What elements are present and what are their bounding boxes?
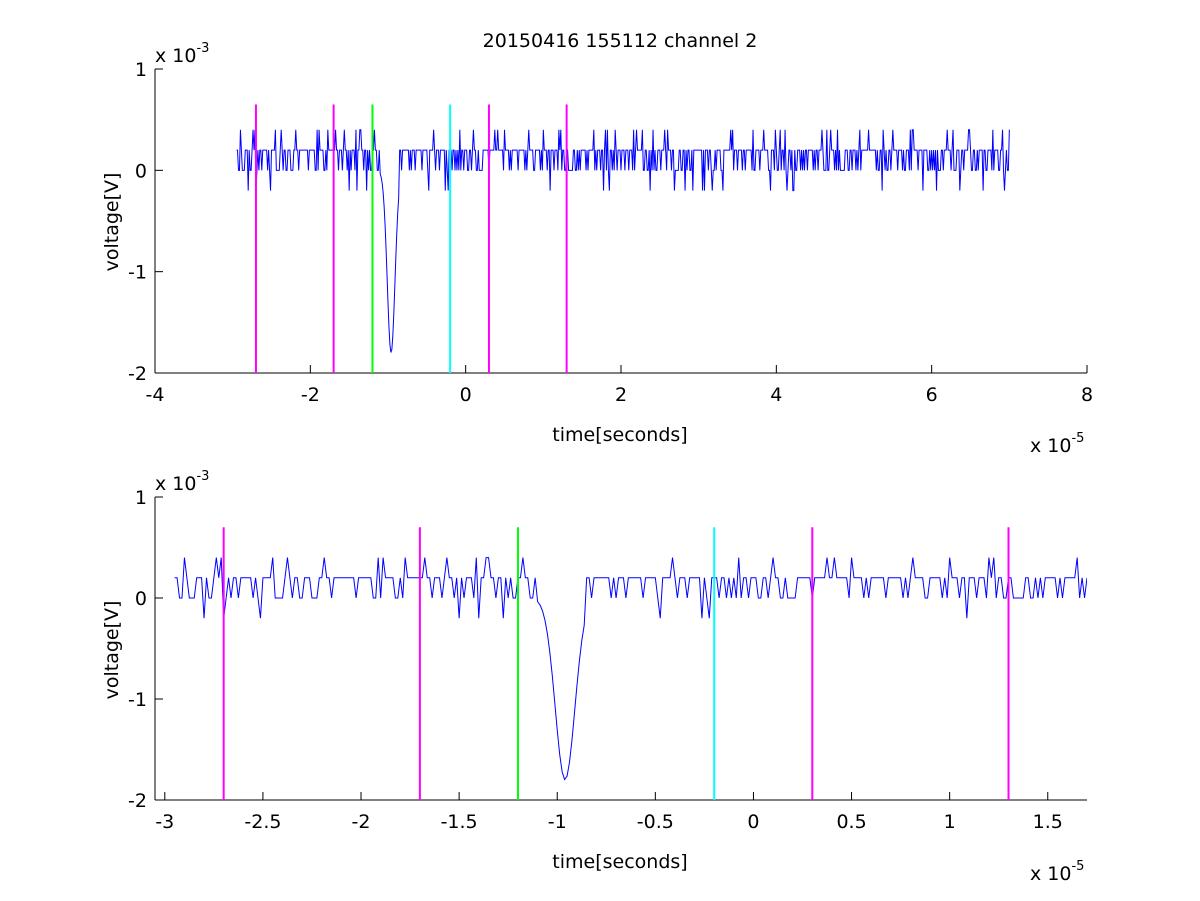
- top-x-multiplier-base: x 10: [1030, 435, 1071, 457]
- signal-series-line: [236, 129, 1010, 353]
- bottom-plot-area: -2 -1 0 1 -3 -2.5 -2 -1.5 -1 -0.5 0 0.5 1 1.5: [128, 487, 1087, 833]
- x-tick-label: -0.5: [637, 811, 674, 833]
- plot-content: [236, 104, 1010, 373]
- x-tick-label: -2: [301, 384, 320, 406]
- y-tick-label: -2: [128, 363, 147, 385]
- figure-title: 20150416 155112 channel 2: [483, 30, 758, 52]
- top-y-multiplier-base: x 10: [155, 45, 196, 67]
- bottom-y-multiplier-exponent: -3: [196, 469, 209, 484]
- x-tick-label: 0: [460, 384, 472, 406]
- bottom-x-multiplier-exponent: -5: [1071, 859, 1084, 874]
- plot-content: [174, 527, 1087, 800]
- bottom-y-multiplier-base: x 10: [155, 473, 196, 495]
- top-y-label: voltage[V]: [101, 173, 123, 272]
- top-axes: -2-101-4 -2 0 2 4 6 8 x 10-3 voltage[V] time[s…: [101, 41, 1093, 457]
- top-y-multiplier: x 10-3: [155, 41, 209, 67]
- y-tick-label: -2: [128, 790, 147, 812]
- x-tick-label: -2: [352, 811, 371, 833]
- bottom-y-label: voltage[V]: [101, 601, 123, 700]
- top-x-multiplier-exponent: -5: [1071, 431, 1084, 446]
- y-tick-label: 1: [135, 487, 147, 509]
- x-tick-label: -4: [146, 384, 165, 406]
- bottom-x-multiplier-base: x 10: [1030, 863, 1071, 885]
- x-tick-label: 1: [944, 811, 956, 833]
- x-tick-label: -2.5: [244, 811, 281, 833]
- x-tick-label: -3: [155, 811, 174, 833]
- x-tick-label: -1: [548, 811, 567, 833]
- top-x-label: time[seconds]: [552, 424, 687, 446]
- signal-series-line: [174, 557, 1087, 781]
- top-x-multiplier: x 10-5: [1030, 431, 1084, 457]
- bottom-axes: -2-101-3 -2.5 -2 -1.5 -1 -0.5 0 0.5 1 1.5 x 10-3 …: [101, 469, 1087, 885]
- y-tick-label: 1: [135, 59, 147, 81]
- top-plot-area: -2-101-4 -2 0 2 4 6 8: [128, 59, 1093, 406]
- bottom-y-multiplier: x 10-3: [155, 469, 209, 495]
- x-tick-label: 0.5: [836, 811, 866, 833]
- y-tick-label: -1: [128, 262, 147, 284]
- x-tick-label: 4: [770, 384, 782, 406]
- y-tick-label: 0: [135, 160, 147, 182]
- x-tick-label: -1.5: [441, 811, 478, 833]
- bottom-x-multiplier: x 10-5: [1030, 859, 1084, 885]
- x-tick-label: 6: [926, 384, 938, 406]
- x-tick-label: 8: [1081, 384, 1093, 406]
- top-y-multiplier-exponent: -3: [196, 41, 209, 56]
- x-tick-label: 1.5: [1033, 811, 1063, 833]
- y-tick-label: -1: [128, 689, 147, 711]
- x-tick-label: 2: [615, 384, 627, 406]
- bottom-x-label: time[seconds]: [552, 851, 687, 873]
- x-tick-label: 0: [747, 811, 759, 833]
- y-tick-label: 0: [135, 588, 147, 610]
